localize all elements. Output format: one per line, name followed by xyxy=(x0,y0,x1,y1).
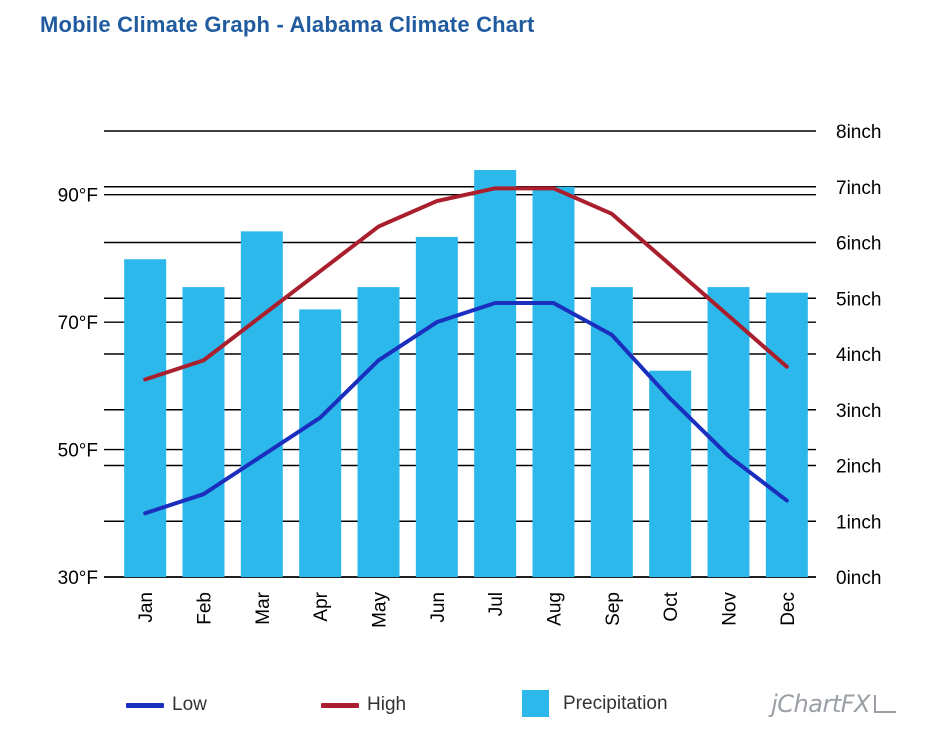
legend-label-precipitation: Precipitation xyxy=(563,692,668,714)
series-line-high xyxy=(143,186,789,382)
category-label: Oct xyxy=(661,591,682,621)
brand-logo: jChartFX xyxy=(771,690,896,718)
precipitation-bar xyxy=(707,287,750,577)
precipitation-bar xyxy=(357,287,400,577)
precipitation-bars xyxy=(124,170,808,578)
legend-item-precipitation: Precipitation xyxy=(522,690,668,717)
precipitation-bar xyxy=(182,287,225,577)
right-tick-label: 5inch xyxy=(836,289,881,310)
legend-swatch-precipitation xyxy=(522,690,549,717)
category-label: Jul xyxy=(486,592,507,616)
right-tick-label: 1inch xyxy=(836,512,881,533)
precipitation-bar xyxy=(124,259,167,577)
right-tick-label: 4inch xyxy=(836,345,881,366)
left-tick-label: 50°F xyxy=(58,441,98,462)
category-label: Apr xyxy=(311,591,332,621)
climate-chart: 0inch 1inch 2inch 3inch 4inch 5inch 6inch 7inch… xyxy=(58,122,882,628)
chart-title: Mobile Climate Graph - Alabama Climate C… xyxy=(40,12,535,37)
category-label: Nov xyxy=(720,592,741,626)
left-tick-label: 90°F xyxy=(58,186,98,207)
category-label: Mar xyxy=(253,591,274,624)
precipitation-bar xyxy=(532,186,575,577)
precipitation-bar xyxy=(299,309,342,577)
legend-swatch-high xyxy=(321,702,359,708)
precipitation-bar xyxy=(240,231,283,577)
precipitation-bar xyxy=(649,370,692,577)
category-label: Aug xyxy=(545,592,566,626)
legend-label-high: High xyxy=(367,694,407,715)
series-line-low xyxy=(143,301,789,516)
category-label: Jan xyxy=(136,592,157,623)
axes: 0inch 1inch 2inch 3inch 4inch 5inch 6inch 7inch… xyxy=(58,122,882,628)
left-tick-label: 70°F xyxy=(58,313,98,334)
legend-swatch-low xyxy=(126,702,164,708)
precipitation-bar xyxy=(474,170,517,577)
category-label: Feb xyxy=(195,592,216,625)
category-label: May xyxy=(370,592,391,628)
legend-item-low: Low xyxy=(126,694,207,716)
legend: Low High Precipitation xyxy=(0,688,930,728)
right-tick-label: 8inch xyxy=(836,122,881,143)
legend-item-high: High xyxy=(321,694,406,716)
brand-text: jChartFX xyxy=(771,690,870,718)
chart-icon xyxy=(874,695,896,713)
temperature-lines xyxy=(143,186,789,516)
left-tick-label: 30°F xyxy=(58,568,98,589)
right-tick-label: 6inch xyxy=(836,234,881,255)
legend-label-low: Low xyxy=(172,694,207,715)
right-tick-label: 3inch xyxy=(836,401,881,422)
right-tick-label: 7inch xyxy=(836,178,881,199)
category-label: Jun xyxy=(428,592,449,623)
precipitation-bar xyxy=(590,287,633,577)
right-tick-label: 0inch xyxy=(836,568,881,589)
precipitation-bar xyxy=(765,292,808,577)
category-label: Sep xyxy=(603,592,624,626)
right-tick-label: 2inch xyxy=(836,457,881,478)
category-label: Dec xyxy=(778,592,799,626)
precipitation-bar xyxy=(415,236,458,578)
